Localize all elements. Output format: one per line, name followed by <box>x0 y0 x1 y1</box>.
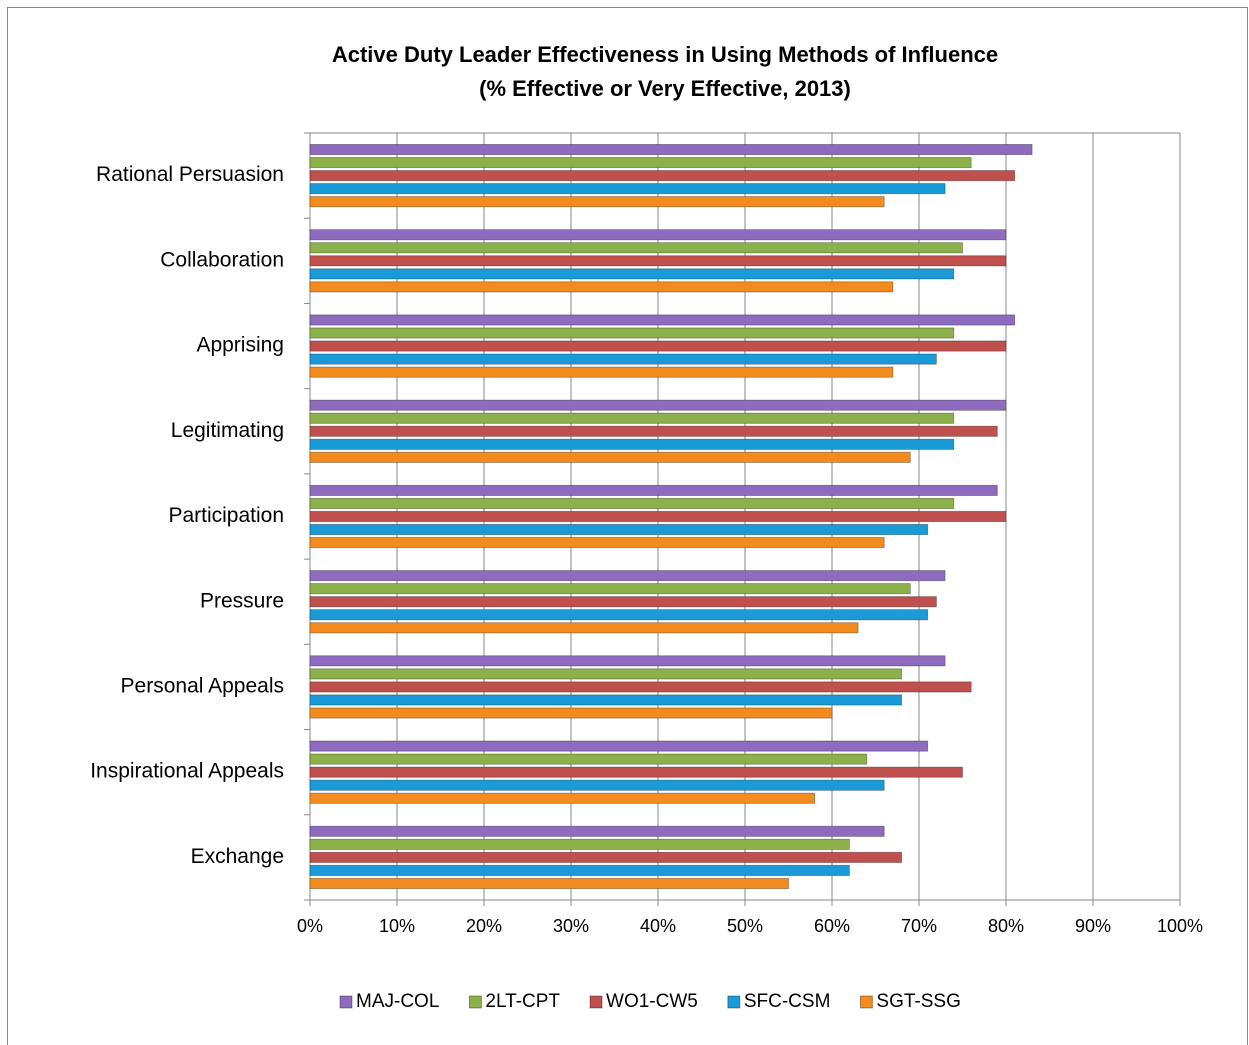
x-tick-label: 70% <box>901 916 937 936</box>
bar <box>309 622 859 634</box>
bar <box>309 314 1016 326</box>
bar <box>309 766 963 778</box>
bar <box>309 412 955 424</box>
chart-title: Active Duty Leader Effectiveness in Usin… <box>332 42 998 67</box>
bar <box>309 570 946 582</box>
bar <box>309 524 929 536</box>
bar <box>309 792 816 804</box>
y-tick-label: Legitimating <box>171 419 284 442</box>
bar <box>309 366 894 378</box>
x-tick-label: 20% <box>466 916 502 936</box>
x-tick-label: 90% <box>1075 916 1111 936</box>
bar <box>309 596 937 608</box>
bar <box>309 484 998 496</box>
bar <box>309 779 885 791</box>
bar <box>309 327 955 339</box>
bar <box>309 353 937 365</box>
y-tick-label: Participation <box>168 504 284 527</box>
bar <box>309 583 911 595</box>
bar <box>309 196 885 208</box>
legend-swatch <box>859 995 873 1009</box>
y-tick-label: Collaboration <box>160 248 284 271</box>
chart-subtitle: (% Effective or Very Effective, 2013) <box>479 76 851 101</box>
bar <box>309 340 1007 352</box>
y-tick-label: Rational Persuasion <box>96 163 284 186</box>
bar <box>309 229 1007 241</box>
y-tick-label: Apprising <box>196 334 284 357</box>
bar <box>309 399 1007 411</box>
bar <box>309 183 946 195</box>
bar <box>309 668 902 680</box>
bar <box>309 268 955 280</box>
x-tick-label: 80% <box>988 916 1024 936</box>
bar <box>309 681 972 693</box>
bar <box>309 694 902 706</box>
bar <box>309 497 955 509</box>
x-tick-label: 0% <box>297 916 323 936</box>
x-tick-label: 40% <box>640 916 676 936</box>
legend-label: SFC-CSM <box>744 991 831 1012</box>
bar <box>309 838 850 850</box>
legend-label: 2LT-CPT <box>485 991 560 1012</box>
legend-label: SGT-SSG <box>876 991 960 1012</box>
bar <box>309 281 894 293</box>
legend-swatch <box>468 995 482 1009</box>
legend-swatch <box>727 995 741 1009</box>
y-tick-label: Pressure <box>200 589 284 612</box>
bar <box>309 451 911 463</box>
bar <box>309 851 902 863</box>
bar <box>309 753 868 765</box>
bar <box>309 510 1007 523</box>
y-tick-label: Inspirational Appeals <box>90 760 284 783</box>
bar <box>309 609 929 621</box>
y-tick-label: Exchange <box>191 845 284 868</box>
legend-swatch <box>339 995 353 1009</box>
bar <box>309 707 833 719</box>
bar <box>309 655 946 667</box>
bar <box>309 425 998 437</box>
bar <box>309 157 972 169</box>
legend-label: MAJ-COL <box>356 991 439 1012</box>
bar <box>309 537 885 549</box>
bar <box>309 438 955 450</box>
y-tick-label: Personal Appeals <box>121 674 284 697</box>
x-tick-label: 100% <box>1157 916 1203 936</box>
bar <box>309 825 885 837</box>
bar <box>309 877 789 889</box>
legend-swatch <box>589 995 603 1009</box>
x-tick-label: 50% <box>727 916 763 936</box>
bar <box>309 170 1016 182</box>
x-tick-label: 60% <box>814 916 850 936</box>
bar <box>309 864 850 876</box>
bar <box>309 144 1033 156</box>
bar <box>309 740 929 752</box>
chart-frame <box>7 7 1248 1045</box>
x-tick-label: 10% <box>379 916 415 936</box>
bar <box>309 255 1007 267</box>
legend-label: WO1-CW5 <box>606 991 698 1012</box>
x-tick-label: 30% <box>553 916 589 936</box>
bar <box>309 242 963 254</box>
